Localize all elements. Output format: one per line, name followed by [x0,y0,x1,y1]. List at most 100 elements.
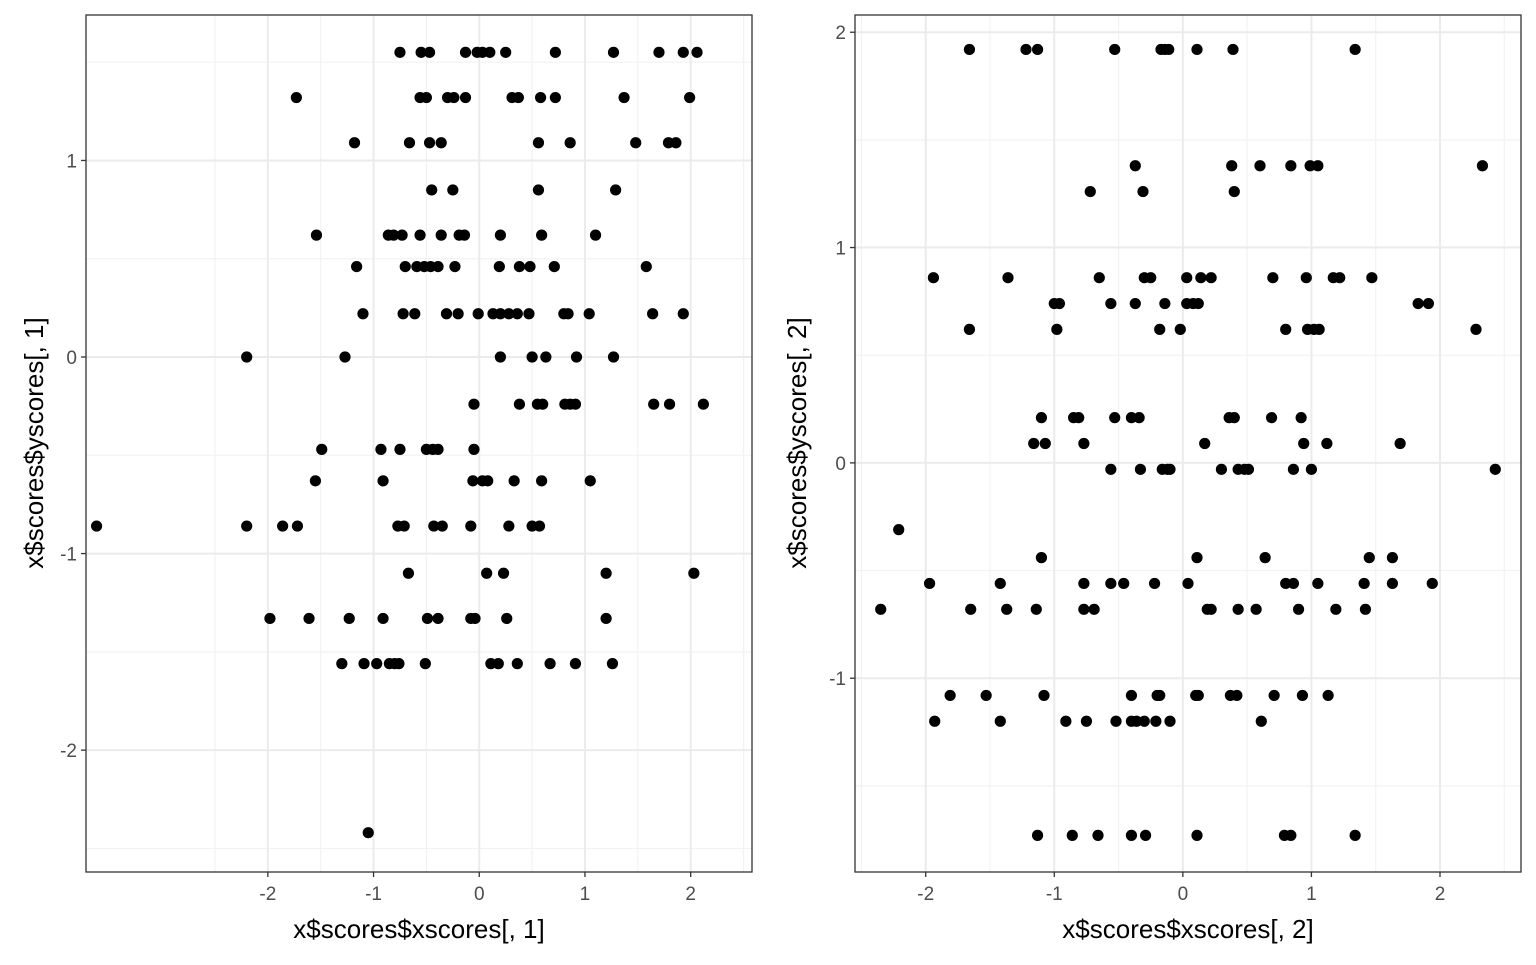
data-point [1110,715,1122,727]
data-point [532,137,545,149]
data-point [1250,603,1262,615]
data-point [1020,43,1032,56]
data-point [618,91,630,104]
data-point [1035,412,1048,424]
y-tick-label: -1 [829,669,846,690]
data-point [1109,412,1121,424]
data-point [536,229,548,241]
data-point [469,612,481,625]
x-tick-label: -2 [917,884,934,905]
data-point [1093,272,1105,284]
data-point [423,46,436,58]
data-point [503,520,515,532]
data-point [1227,43,1239,56]
data-point [428,520,440,532]
data-point [1105,463,1117,475]
data-point [677,308,689,320]
y-axis-title-1: x$scores$yscores[, 1] [19,317,49,568]
data-point [1129,160,1141,172]
data-point [1349,43,1361,56]
data-point [1191,43,1203,56]
data-point [1053,297,1066,310]
data-point [1078,437,1090,450]
data-point [1242,463,1255,475]
data-point [1145,272,1157,284]
data-point [459,46,472,58]
y-tick-label: 1 [66,151,77,172]
data-point [494,308,506,320]
data-point [1080,715,1093,727]
data-point [1073,412,1085,424]
x-tick-label: 2 [685,884,696,905]
data-point [1038,689,1050,702]
data-point [1298,437,1310,450]
data-point [468,398,480,410]
data-point [351,260,363,273]
data-point [1092,829,1104,841]
data-point [1195,272,1207,284]
data-point [963,323,976,335]
scatter-panel-2: x$scores$xscores[, 2] x$scores$yscores[,… [782,14,1522,944]
data-point [1215,463,1228,475]
data-point [1366,272,1378,284]
data-point [670,137,682,149]
data-point [697,398,709,410]
data-point [436,520,448,532]
data-point [348,137,361,149]
data-point [589,229,602,241]
data-point [1268,689,1280,702]
data-point [513,398,526,410]
data-point [377,475,389,487]
data-point [1134,463,1147,475]
data-point [607,46,620,58]
data-point [1296,689,1309,702]
data-point [1125,412,1138,424]
data-point [1489,463,1501,475]
data-point [1267,272,1279,284]
data-point [1226,160,1238,172]
data-point [564,137,576,149]
data-point [458,229,471,241]
data-point [1205,603,1217,615]
data-point [1228,412,1240,424]
y-tick-label: 0 [835,454,846,475]
data-point [500,46,512,58]
data-point [1192,297,1204,310]
data-point [497,567,510,579]
data-point [440,308,453,320]
data-point [512,91,524,104]
data-point [459,91,472,104]
data-point [339,351,351,363]
data-point [1060,715,1072,727]
data-point [371,658,383,670]
data-point [570,351,583,363]
data-point [1359,603,1372,615]
data-point [396,229,408,241]
data-point [503,308,515,320]
data-point [403,137,416,149]
data-point [1129,297,1141,310]
data-point [1028,437,1040,450]
data-point [606,658,619,670]
data-point [1280,577,1292,590]
data-point [426,184,438,196]
x-axis-title-2: x$scores$xscores[, 2] [1062,914,1313,944]
data-point [362,827,374,839]
data-point [549,91,561,104]
data-point [1349,829,1361,841]
data-point [600,567,612,579]
data-point [90,520,103,532]
data-point [1154,323,1166,335]
data-point [449,260,461,273]
data-point [1265,412,1278,424]
data-point [653,46,665,58]
data-point [1231,689,1243,702]
scatter-panel-1: x$scores$xscores[, 1] x$scores$yscores[,… [19,14,753,944]
data-point [688,567,700,579]
data-point [241,520,253,532]
data-point [944,689,956,702]
data-point [1321,437,1333,450]
data-point [310,229,323,241]
data-point [1334,272,1346,284]
data-point [1358,577,1370,590]
